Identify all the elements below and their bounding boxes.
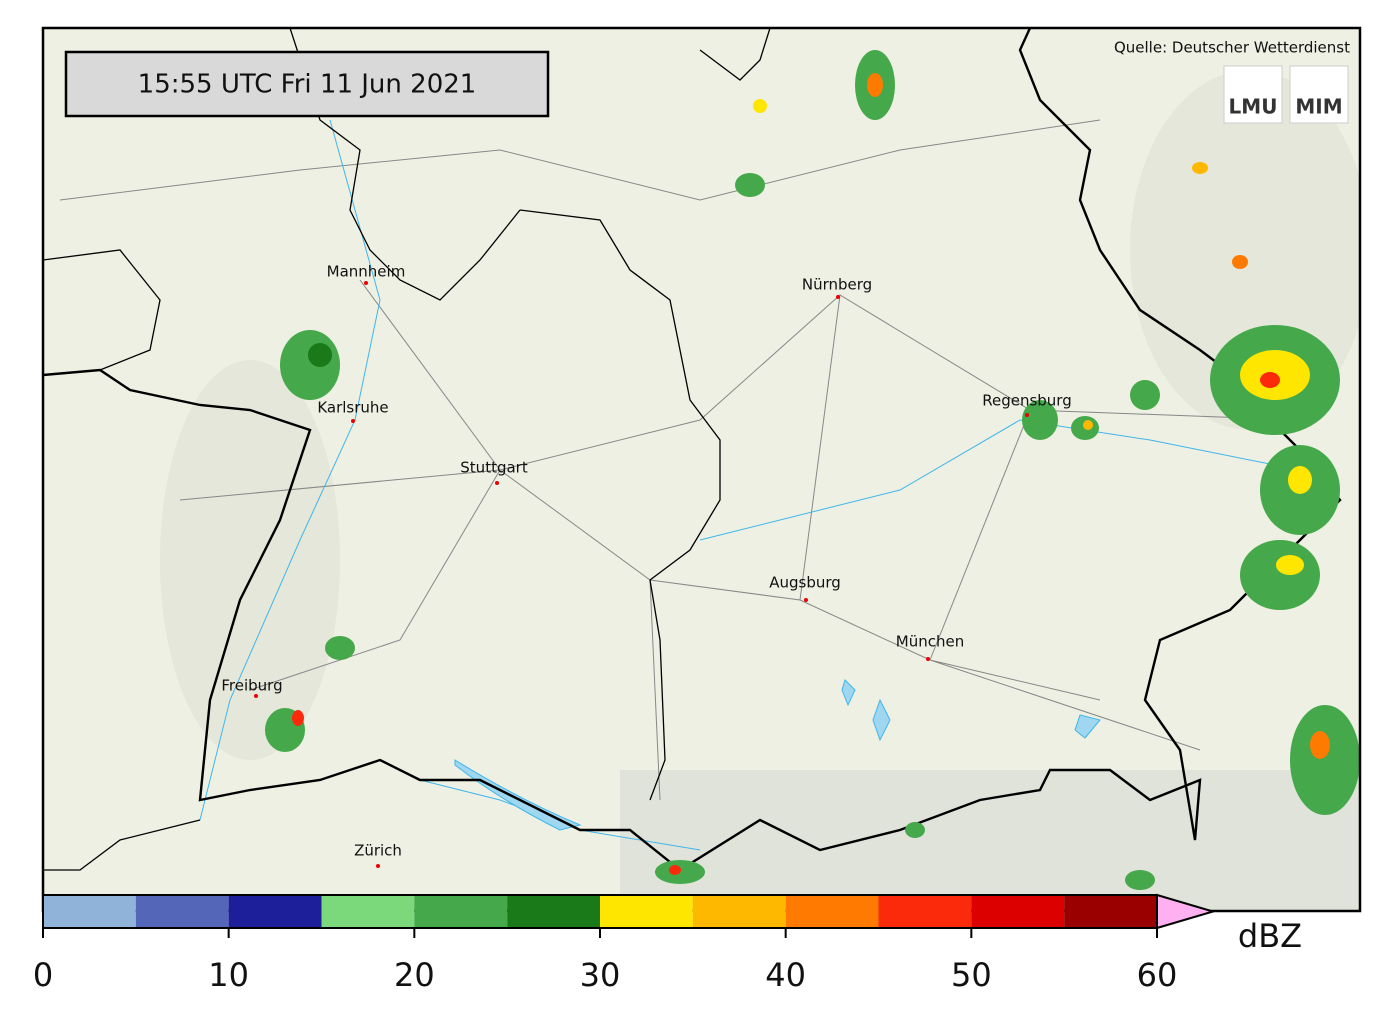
city-dot xyxy=(254,694,258,698)
city-label: Karlsruhe xyxy=(317,399,388,417)
city-dot xyxy=(1025,413,1029,417)
radar-echoes xyxy=(265,50,1360,890)
logo: LMU xyxy=(1229,95,1278,119)
colorbar-segment xyxy=(507,895,600,928)
city-label: Zürich xyxy=(354,842,402,860)
city-dot xyxy=(495,481,499,485)
map-background xyxy=(43,28,1360,911)
colorbar-segment xyxy=(228,895,322,928)
city-dot xyxy=(804,598,808,602)
city-label: Freiburg xyxy=(221,677,282,695)
colorbar-segment xyxy=(135,895,229,928)
logo-box xyxy=(1223,65,1283,124)
city-dot xyxy=(836,295,840,299)
city-dot xyxy=(926,657,930,661)
colorbar-segment xyxy=(785,895,879,928)
colorbar-tick-label: 50 xyxy=(951,956,992,994)
colorbar-tick-label: 10 xyxy=(208,956,249,994)
timestamp-box xyxy=(64,50,550,118)
colorbar-unit: dBZ xyxy=(1238,917,1302,955)
colorbar-segment xyxy=(692,895,786,928)
colorbar-segment xyxy=(878,895,972,928)
city-dot xyxy=(376,864,380,868)
city-label: Regensburg xyxy=(982,392,1072,410)
city-label: Augsburg xyxy=(769,574,841,592)
colorbar-tick-label: 60 xyxy=(1137,956,1178,994)
city-label: Mannheim xyxy=(327,263,406,281)
city-label: München xyxy=(896,633,964,651)
city-dot xyxy=(351,419,355,423)
city-label: Stuttgart xyxy=(460,459,528,477)
timestamp: 15:55 UTC Fri 11 Jun 2021 xyxy=(138,70,477,100)
colorbar-segment xyxy=(43,895,136,928)
colorbar-segment xyxy=(414,895,508,928)
colorbar-tick-label: 0 xyxy=(33,956,53,994)
colorbar-tick-label: 20 xyxy=(394,956,435,994)
source: Quelle: Deutscher Wetterdienst xyxy=(1114,39,1350,57)
city-label: Nürnberg xyxy=(802,276,872,294)
colorbar-segment xyxy=(1064,895,1157,928)
colorbar-segment xyxy=(321,895,415,928)
logo-box xyxy=(1289,65,1349,124)
city-dot xyxy=(364,281,368,285)
colorbar-tick-label: 30 xyxy=(580,956,621,994)
logo: MIM xyxy=(1295,95,1342,119)
colorbar-segment xyxy=(971,895,1065,928)
colorbar-segment xyxy=(600,895,693,928)
colorbar-tick-label: 40 xyxy=(765,956,806,994)
